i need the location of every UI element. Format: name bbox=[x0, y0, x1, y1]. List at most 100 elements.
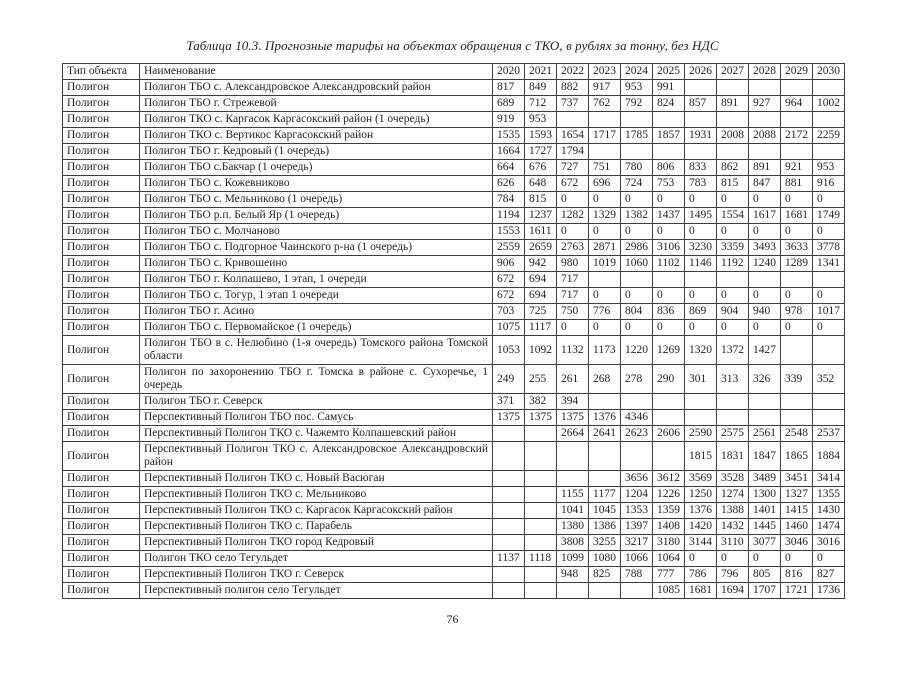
table-row: Полигон Полигон ТБО с. Первомайское (1 оч… bbox=[62, 319, 845, 336]
tariff-value-cell: 1282 bbox=[556, 207, 589, 224]
table-row: Полигон Полигон ТБО с. Кожевниково 626 648 6… bbox=[62, 175, 845, 192]
tariff-value-cell bbox=[652, 111, 685, 128]
table-title: Таблица 10.3. Прогнозные тарифы на объек… bbox=[186, 38, 719, 53]
tariff-value-cell: 891 bbox=[716, 95, 749, 112]
tariff-value-cell: 1617 bbox=[748, 207, 781, 224]
object-type-cell: Полигон bbox=[62, 191, 140, 208]
document-page: Таблица 10.3. Прогнозные тарифы на объек… bbox=[0, 38, 905, 627]
object-name-cell: Перспективный Полигон ТКО с. Каргасок Ка… bbox=[139, 502, 493, 519]
tariff-value-cell: 2641 bbox=[588, 425, 621, 442]
tariff-value-cell: 1359 bbox=[652, 502, 685, 519]
tariff-value-cell: 2664 bbox=[556, 425, 589, 442]
tariff-value-cell: 1694 bbox=[716, 582, 749, 599]
tariff-value-cell: 857 bbox=[684, 95, 717, 112]
tariff-value-cell: 0 bbox=[620, 191, 653, 208]
tariff-value-cell: 1427 bbox=[748, 335, 781, 365]
tariff-value-cell: 626 bbox=[492, 175, 525, 192]
object-name-cell: Перспективный Полигон ТКО с. Мельниково bbox=[139, 486, 493, 503]
tariff-value-cell bbox=[524, 518, 557, 535]
tariff-value-cell: 2548 bbox=[780, 425, 813, 442]
tariff-value-cell: 1327 bbox=[780, 486, 813, 503]
object-name-cell: Полигон ТКО с. Вертикос Каргасокский рай… bbox=[139, 127, 493, 144]
tariff-value-cell: 1397 bbox=[620, 518, 653, 535]
tariff-value-cell: 836 bbox=[652, 303, 685, 320]
tariff-value-cell bbox=[524, 470, 557, 487]
tariff-value-cell bbox=[524, 582, 557, 599]
tariff-value-cell: 1815 bbox=[684, 441, 717, 471]
tariff-value-cell: 3528 bbox=[716, 470, 749, 487]
column-header: 2026 bbox=[684, 63, 717, 80]
tariff-value-cell bbox=[812, 271, 845, 288]
tariff-value-cell: 784 bbox=[492, 191, 525, 208]
tariff-value-cell: 1727 bbox=[524, 143, 557, 160]
tariff-value-cell bbox=[748, 409, 781, 426]
tariff-value-cell bbox=[780, 143, 813, 160]
tariff-value-cell: 805 bbox=[748, 566, 781, 583]
table-row: Полигон Полигон ТКО с. Каргасок Каргасокс… bbox=[62, 111, 845, 128]
tariff-value-cell: 255 bbox=[524, 364, 557, 394]
tariff-value-cell: 0 bbox=[812, 191, 845, 208]
object-type-cell: Полигон bbox=[62, 534, 140, 551]
tariff-value-cell bbox=[524, 566, 557, 583]
tariff-value-cell: 1017 bbox=[812, 303, 845, 320]
tariff-value-cell: 964 bbox=[780, 95, 813, 112]
tariff-value-cell: 1437 bbox=[652, 207, 685, 224]
tariff-value-cell: 817 bbox=[492, 79, 525, 96]
tariff-value-cell: 1717 bbox=[588, 127, 621, 144]
object-name-cell: Полигон ТБО с. Мельниково (1 очередь) bbox=[139, 191, 493, 208]
tariff-value-cell: 1329 bbox=[588, 207, 621, 224]
tariff-value-cell bbox=[620, 441, 653, 471]
tariff-value-cell: 1415 bbox=[780, 502, 813, 519]
tariff-value-cell: 737 bbox=[556, 95, 589, 112]
object-type-cell: Полигон bbox=[62, 425, 140, 442]
object-name-cell: Полигон ТБО г. Стрежевой bbox=[139, 95, 493, 112]
tariff-value-cell bbox=[812, 79, 845, 96]
tariff-value-cell: 1408 bbox=[652, 518, 685, 535]
object-type-cell: Полигон bbox=[62, 287, 140, 304]
tariff-value-cell: 1146 bbox=[684, 255, 717, 272]
tariff-value-cell bbox=[620, 143, 653, 160]
tariff-value-cell bbox=[588, 143, 621, 160]
tariff-value-cell bbox=[780, 271, 813, 288]
table-row: Полигон Полигон ТБО с.Бакчар (1 очередь) 6… bbox=[62, 159, 845, 176]
table-row: Полигон Перспективный Полигон ТКО с. Пара… bbox=[62, 518, 845, 535]
tariff-value-cell: 3612 bbox=[652, 470, 685, 487]
tariff-value-cell: 978 bbox=[780, 303, 813, 320]
object-name-cell: Перспективный полигон село Тегульдет bbox=[139, 582, 493, 599]
tariff-value-cell bbox=[716, 409, 749, 426]
tariff-value-cell: 881 bbox=[780, 175, 813, 192]
column-header: 2022 bbox=[556, 63, 589, 80]
tariff-value-cell: 3110 bbox=[716, 534, 749, 551]
tariff-value-cell: 261 bbox=[556, 364, 589, 394]
tariff-value-cell bbox=[524, 441, 557, 471]
column-header: Наименование bbox=[139, 63, 493, 80]
table-row: Полигон Перспективный Полигон ТКО с. Алек… bbox=[62, 441, 845, 471]
tariff-value-cell: 717 bbox=[556, 271, 589, 288]
tariff-value-cell: 0 bbox=[748, 319, 781, 336]
tariff-value-cell: 825 bbox=[588, 566, 621, 583]
tariff-value-cell: 0 bbox=[652, 319, 685, 336]
tariff-value-cell bbox=[588, 441, 621, 471]
tariff-value-cell bbox=[812, 111, 845, 128]
table-row: Полигон Полигон по захоронению ТБО г. Том… bbox=[62, 364, 845, 394]
tariff-value-cell: 1474 bbox=[812, 518, 845, 535]
column-header: 2030 bbox=[812, 63, 845, 80]
table-row: Полигон Перспективный Полигон ТКО г. Севе… bbox=[62, 566, 845, 583]
tariff-value-cell: 1794 bbox=[556, 143, 589, 160]
tariff-value-cell: 1380 bbox=[556, 518, 589, 535]
table-header: Тип объекта Наименование 2020 2021 2022 2023 2… bbox=[62, 63, 845, 80]
tariff-value-cell: 942 bbox=[524, 255, 557, 272]
tariff-value-cell bbox=[556, 441, 589, 471]
tariff-value-cell bbox=[588, 271, 621, 288]
tariff-value-cell: 0 bbox=[716, 550, 749, 567]
tariff-value-cell: 2537 bbox=[812, 425, 845, 442]
tariff-value-cell: 1857 bbox=[652, 127, 685, 144]
tariff-value-cell: 1353 bbox=[620, 502, 653, 519]
tariff-value-cell: 0 bbox=[780, 319, 813, 336]
object-name-cell: Перспективный Полигон ТКО с. Александров… bbox=[139, 441, 493, 471]
tariff-value-cell bbox=[652, 271, 685, 288]
tariff-value-cell bbox=[492, 441, 525, 471]
tariff-value-cell bbox=[524, 425, 557, 442]
object-name-cell: Полигон ТБО с. Кожевниково bbox=[139, 175, 493, 192]
tariff-value-cell: 3217 bbox=[620, 534, 653, 551]
